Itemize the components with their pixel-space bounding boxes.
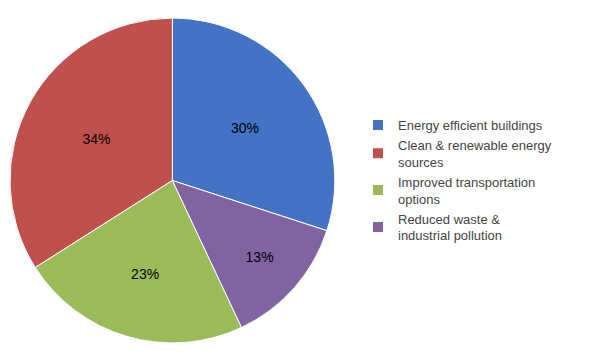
svg-text:34%: 34% [83, 131, 111, 147]
svg-text:Improved transportationoptions: Improved transportationoptions [398, 175, 535, 207]
svg-text:Reduced waste &industrial poll: Reduced waste &industrial pollution [398, 212, 502, 244]
svg-text:30%: 30% [231, 120, 259, 136]
svg-text:13%: 13% [246, 249, 274, 265]
svg-text:23%: 23% [131, 266, 159, 282]
svg-text:Clean & renewable energysource: Clean & renewable energysources [398, 138, 552, 170]
svg-text:Energy efficient buildings: Energy efficient buildings [398, 118, 543, 133]
